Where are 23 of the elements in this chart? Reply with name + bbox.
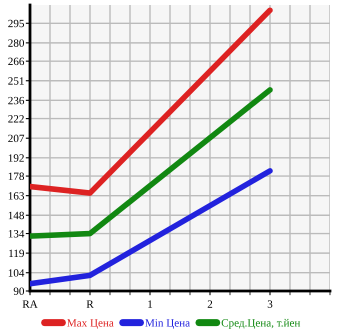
x-tick-label: 2 [208,300,212,308]
y-tick-label: 148 [8,212,24,220]
y-tick-label: 192 [8,154,24,162]
y-tick-label: 207 [8,134,24,142]
y-tick-label: 251 [8,77,24,85]
y-tick-label: 222 [8,115,24,122]
y-tick-label: 119 [9,250,24,258]
y-tick-label: 236 [8,96,24,104]
x-tick-label: 3 [268,300,272,308]
legend-label: Сред.Цена, т.йен [222,318,300,329]
x-tick-label: 1 [148,300,152,308]
y-tick-label: 178 [8,172,24,180]
y-tick-label: 266 [8,58,24,66]
legend-label: Max Цена [67,319,114,329]
y-tick-label: 163 [8,192,24,200]
y-tick-label: 134 [8,230,24,238]
y-tick-label: 280 [8,39,24,47]
x-tick-label: RA [22,300,38,308]
x-tick-label: R [86,300,94,308]
legend-label: Min Цена [145,319,190,329]
y-tick-label: 104 [8,269,24,277]
y-tick-label: 295 [8,20,24,28]
y-tick-label: 90 [14,287,24,295]
